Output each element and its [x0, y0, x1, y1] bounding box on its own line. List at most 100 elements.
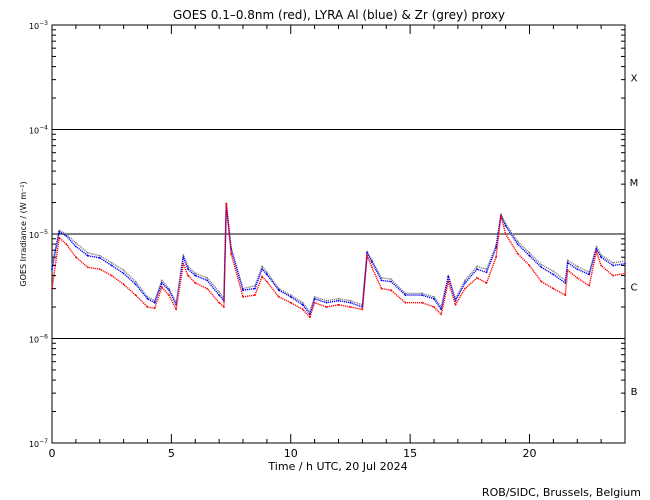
data-point	[266, 273, 268, 276]
data-point	[261, 268, 263, 271]
x-axis-label: Time / h UTC, 20 Jul 2024	[267, 460, 407, 473]
data-point	[552, 270, 555, 273]
data-point	[277, 289, 280, 292]
data-point	[266, 271, 268, 274]
data-point	[349, 306, 352, 308]
data-point	[540, 263, 543, 266]
data-point	[218, 301, 221, 304]
x-tick-label: 5	[168, 447, 175, 460]
data-point	[194, 282, 197, 284]
flare-class-label-x: X	[631, 73, 638, 84]
data-point	[566, 269, 569, 272]
data-point	[134, 280, 137, 283]
data-point	[313, 297, 316, 300]
data-point	[476, 277, 478, 279]
data-point	[380, 279, 383, 282]
data-point	[110, 261, 113, 264]
y-tick-label: 10−5	[29, 229, 48, 240]
data-point	[433, 297, 435, 300]
data-point	[182, 262, 185, 265]
data-point	[194, 272, 197, 275]
data-point	[242, 289, 244, 292]
data-point	[485, 268, 488, 271]
data-point	[516, 240, 519, 243]
data-point	[75, 245, 77, 248]
y-tick-label: 10−3	[29, 20, 48, 31]
data-point	[58, 229, 61, 232]
data-point	[500, 213, 502, 216]
data-point	[182, 256, 185, 259]
flare-class-label-c: C	[631, 282, 638, 293]
data-point	[122, 269, 125, 272]
data-point	[371, 266, 373, 269]
data-point	[266, 280, 268, 283]
x-tick-label: 20	[523, 447, 537, 460]
data-point	[86, 252, 89, 254]
data-point	[600, 256, 602, 259]
y-tick-label: 10−4	[29, 125, 48, 136]
data-point	[440, 313, 443, 316]
data-point	[325, 301, 328, 304]
data-point	[187, 268, 190, 271]
data-point	[168, 287, 170, 290]
data-point	[206, 287, 209, 290]
data-point	[98, 254, 101, 257]
data-point	[51, 268, 53, 271]
data-point	[612, 274, 614, 277]
data-point	[500, 214, 502, 217]
data-point	[187, 265, 190, 268]
data-point	[242, 296, 244, 298]
data-point	[528, 264, 531, 267]
data-point	[65, 243, 68, 246]
data-point	[390, 289, 392, 292]
data-point	[454, 303, 457, 306]
data-point	[464, 282, 466, 284]
data-point	[110, 274, 113, 277]
data-point	[206, 277, 209, 279]
data-point	[612, 264, 614, 267]
data-point	[75, 256, 77, 259]
data-point	[254, 294, 256, 296]
data-point	[390, 280, 392, 283]
data-point	[504, 233, 507, 235]
data-point	[576, 277, 579, 279]
data-point	[404, 301, 407, 304]
data-point	[612, 261, 614, 264]
series-line	[51, 202, 626, 318]
data-point	[153, 307, 156, 310]
data-point	[600, 264, 602, 267]
series-line	[51, 204, 626, 313]
data-point	[516, 243, 519, 246]
data-point	[153, 301, 156, 304]
data-point	[476, 268, 478, 271]
data-point	[421, 294, 423, 296]
data-point	[390, 278, 392, 280]
flare-class-label-b: B	[631, 387, 638, 398]
data-point	[588, 284, 591, 287]
y-tick-label: 10−7	[29, 438, 48, 449]
data-point	[371, 261, 373, 263]
data-point	[313, 296, 316, 298]
data-point	[349, 299, 352, 302]
series-layer	[51, 202, 626, 319]
data-point	[289, 301, 292, 304]
x-tick-label: 10	[284, 447, 298, 460]
data-point	[595, 248, 598, 250]
data-point	[552, 287, 555, 290]
data-point	[595, 250, 598, 253]
data-point	[98, 257, 101, 259]
x-axis: 0 5 10 15 20	[49, 25, 626, 460]
data-point	[447, 280, 450, 283]
data-point	[588, 273, 591, 276]
data-point	[433, 296, 435, 298]
data-point	[433, 306, 435, 308]
data-point	[366, 250, 368, 253]
data-point	[58, 230, 61, 233]
data-point	[168, 289, 170, 292]
data-point	[86, 254, 89, 257]
chart-title: GOES 0.1–0.8nm (red), LYRA Al (blue) & Z…	[173, 8, 505, 22]
data-point	[337, 297, 340, 300]
data-point	[447, 275, 450, 278]
data-point	[576, 268, 579, 271]
data-point	[349, 301, 352, 304]
